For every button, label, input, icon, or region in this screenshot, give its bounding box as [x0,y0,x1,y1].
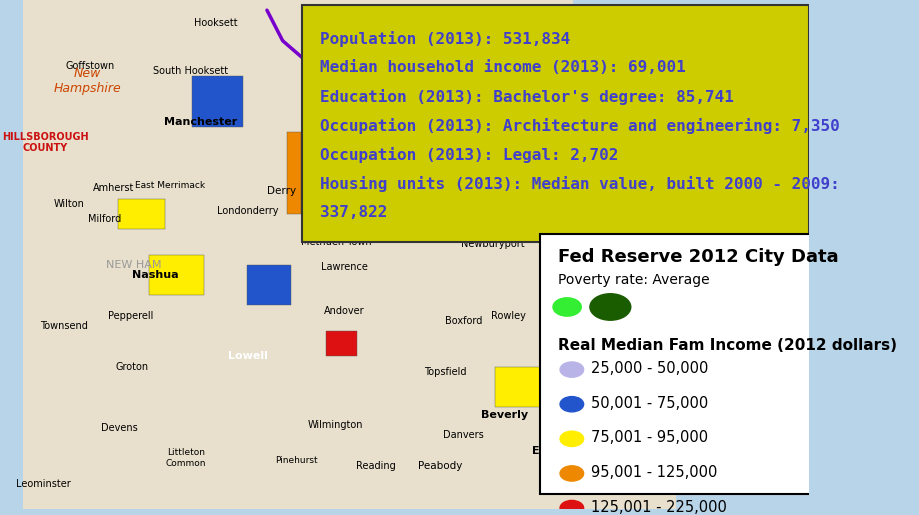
Text: Reading: Reading [355,461,395,471]
Text: East Merrimack: East Merrimack [135,181,205,191]
Text: Andover: Andover [323,305,364,316]
Text: 337,822: 337,822 [319,205,387,220]
Text: Londonderry: Londonderry [216,207,278,216]
FancyBboxPatch shape [325,331,357,356]
Circle shape [560,362,583,377]
Text: New
Hampshire: New Hampshire [54,67,121,95]
FancyBboxPatch shape [573,0,809,112]
FancyBboxPatch shape [149,254,204,295]
FancyBboxPatch shape [415,148,471,188]
Circle shape [560,397,583,412]
Text: Pepperell: Pepperell [108,311,153,321]
Text: Amesbury Town: Amesbury Town [423,207,500,216]
Text: Danvers: Danvers [443,430,483,440]
Text: Gloucester: Gloucester [562,451,630,460]
Text: HILLSBOROUGH
COUNTY: HILLSBOROUGH COUNTY [2,132,88,153]
Text: Real Median Fam Income (2012 dollars): Real Median Fam Income (2012 dollars) [557,337,896,353]
Text: Manchester: Manchester [164,117,236,127]
Circle shape [560,466,583,481]
Text: Poverty rate: Average: Poverty rate: Average [557,273,709,287]
Circle shape [560,501,583,515]
Text: Amherst: Amherst [93,183,134,193]
Text: Newburyport: Newburyport [461,239,525,249]
Text: Essex: Essex [531,445,567,456]
Text: Leominster: Leominster [16,478,70,489]
Text: 125,001 - 225,000: 125,001 - 225,000 [590,500,726,514]
Text: Littleton
Common: Littleton Common [165,449,206,468]
FancyBboxPatch shape [192,76,244,127]
Text: Occupation (2013): Legal: 2,702: Occupation (2013): Legal: 2,702 [319,147,618,163]
FancyBboxPatch shape [23,0,809,509]
Text: Housing units (2013): Median value, built 2000 - 2009:: Housing units (2013): Median value, buil… [319,176,838,192]
Text: Occupation (2013): Architecture and engineering: 7,350: Occupation (2013): Architecture and engi… [319,117,838,134]
FancyBboxPatch shape [287,132,301,214]
Text: South Hooksett: South Hooksett [153,66,228,76]
Text: Lawrence: Lawrence [320,262,367,272]
Text: Townsend: Townsend [40,321,88,331]
FancyBboxPatch shape [455,112,550,203]
Text: Peabody: Peabody [417,461,461,471]
Text: Groton: Groton [115,362,148,371]
Text: Beverly: Beverly [481,410,528,420]
Circle shape [589,294,630,320]
Text: 50,001 - 75,000: 50,001 - 75,000 [590,396,708,410]
Text: Hooksett: Hooksett [194,18,237,28]
Text: Education (2013): Bachelor's degree: 85,741: Education (2013): Bachelor's degree: 85,… [319,89,732,105]
FancyBboxPatch shape [539,234,811,494]
Text: Median household income (2013): 69,001: Median household income (2013): 69,001 [319,60,685,75]
FancyBboxPatch shape [675,280,809,509]
FancyBboxPatch shape [118,199,165,229]
Text: Pinehurst: Pinehurst [275,456,318,465]
Text: 95,001 - 125,000: 95,001 - 125,000 [590,465,716,480]
Text: 75,001 - 95,000: 75,001 - 95,000 [590,431,707,445]
Text: Topsfield: Topsfield [424,367,466,376]
Circle shape [552,298,581,316]
Text: Goffstown: Goffstown [65,61,115,71]
Text: Milford: Milford [87,214,120,224]
Text: NEW HAM: NEW HAM [106,260,161,270]
FancyBboxPatch shape [494,367,573,407]
FancyBboxPatch shape [541,422,652,484]
Text: Seabrook Beach: Seabrook Beach [455,165,534,176]
Text: Methuen Town: Methuen Town [301,237,371,247]
Text: Nashua: Nashua [132,270,178,280]
Text: Newmarket: Newmarket [521,26,577,36]
Circle shape [560,431,583,447]
Text: Portsmouth: Portsmouth [598,46,654,56]
Text: Devens: Devens [101,423,138,433]
Text: Haverhill: Haverhill [394,170,450,181]
Text: Wilmington: Wilmington [307,420,363,430]
FancyBboxPatch shape [247,265,290,305]
Text: Wilton: Wilton [53,199,85,209]
Text: 25,000 - 50,000: 25,000 - 50,000 [590,361,708,376]
Text: Kittery: Kittery [670,15,703,25]
Text: Derry: Derry [267,186,295,196]
Text: Rowley: Rowley [490,311,525,321]
Text: Population (2013): 531,834: Population (2013): 531,834 [319,30,569,46]
Text: Fed Reserve 2012 City Data: Fed Reserve 2012 City Data [557,248,837,266]
FancyBboxPatch shape [302,5,809,242]
Text: Boxford: Boxford [444,316,482,325]
Text: Lowell: Lowell [228,351,267,362]
